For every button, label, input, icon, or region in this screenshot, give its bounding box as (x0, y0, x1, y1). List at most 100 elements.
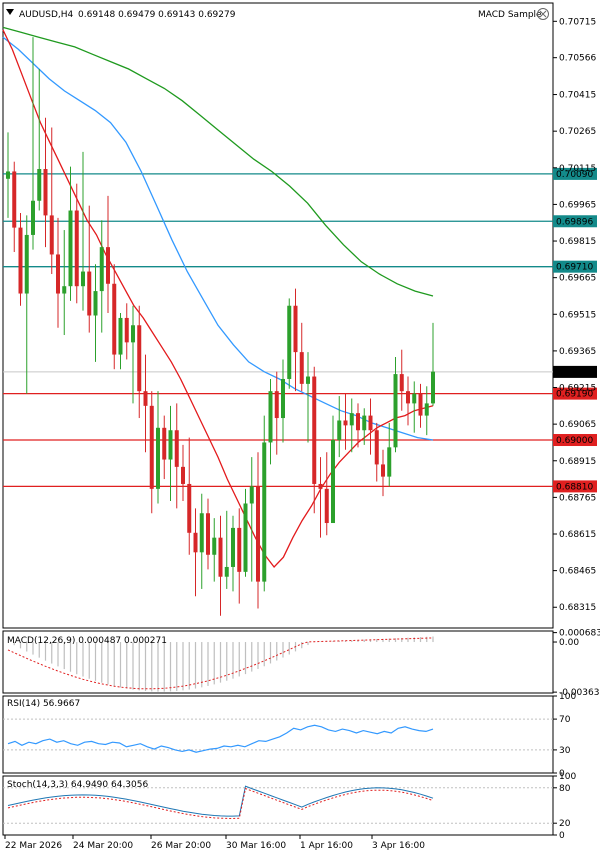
macd-tick-label: -0.003637 (559, 688, 600, 698)
candle-body (393, 374, 398, 448)
candle-body (156, 427, 160, 489)
candle-body (143, 391, 148, 406)
macd-tick-label: 0.00 (559, 638, 579, 648)
candle-body (93, 291, 98, 316)
price-tick-label: 0.68465 (559, 567, 596, 577)
candle-body (224, 566, 229, 577)
horizontal-levels[interactable]: 0.70090 0.69896 0.69710 0.69190 0.69000 0.688… (3, 167, 597, 493)
candle-body (337, 420, 342, 441)
rsi-tick-label: 0 (559, 769, 565, 779)
stoch-label: Stoch(14,3,3) 64.9490 64.3056 (7, 780, 148, 790)
rsi-tick-label: 70 (559, 715, 571, 725)
candle-body (237, 527, 242, 572)
price-tick-label: 0.68615 (559, 530, 596, 540)
price-tick-label: 0.69815 (559, 237, 596, 247)
close-icon[interactable] (537, 8, 549, 20)
rsi-frame (2, 695, 554, 774)
macd-tick-label: 0.000683 (559, 629, 600, 639)
rsi-line (7, 724, 434, 753)
candle-body (187, 483, 192, 533)
price-tick-label: 0.69965 (559, 200, 596, 210)
candle-body (324, 488, 329, 524)
time-tick-label: 24 Mar 20:00 (73, 841, 133, 851)
macd-label: MACD(12,26,9) 0.000487 0.000271 (7, 636, 167, 646)
time-tick-label: 3 Apr 16:00 (372, 841, 425, 851)
candle-body (118, 317, 123, 355)
candle-body (112, 283, 117, 355)
candle-body (399, 374, 404, 392)
candle-body (256, 486, 260, 582)
level-price-tag (553, 167, 597, 180)
indicator-label: MACD Sample (478, 10, 542, 20)
price-axes: 0.70715 0.70566 0.70415 0.70265 0.70115 0.699… (553, 17, 596, 613)
price-tick-label: 0.70715 (559, 17, 596, 27)
price-tick-label: 0.69665 (559, 274, 596, 284)
price-tick-label: 0.69215 (559, 384, 596, 394)
candle-body (31, 200, 35, 235)
price-tick-label: 0.70115 (559, 164, 596, 174)
candle-body (74, 210, 79, 287)
current-price-label: 0.69279 (556, 368, 593, 378)
candle-body (149, 405, 154, 489)
symbol-label: AUDUSD,H4 (19, 10, 74, 20)
candle-body (349, 413, 354, 426)
time-tick-label: 1 Apr 16:00 (300, 841, 353, 851)
candle-body (168, 430, 173, 460)
candle-body (87, 271, 92, 316)
candle-body (318, 483, 323, 489)
candle-body (99, 247, 104, 292)
candle-body (343, 420, 348, 426)
price-tick-label: 0.69065 (559, 420, 596, 430)
stoch-tick-label: 100 (559, 772, 576, 782)
level-price-label: 0.68810 (556, 482, 593, 492)
candle-body (231, 527, 235, 567)
macd-frame (2, 630, 554, 694)
candle-body (199, 513, 204, 553)
candle-body (424, 403, 429, 416)
level-price-label: 0.69190 (556, 390, 593, 400)
candle-body (174, 430, 179, 467)
stoch-tick-label: 80 (559, 784, 571, 794)
candle-body (193, 532, 198, 553)
candle-body (181, 466, 185, 484)
rsi-tick-label: 100 (559, 692, 576, 702)
rsi-label: RSI(14) 56.9667 (7, 699, 80, 709)
level-price-tag (553, 434, 597, 447)
price-tick-label: 0.69515 (559, 310, 596, 320)
candle-body (281, 378, 285, 419)
candle-body (362, 415, 367, 431)
stoch-tick-label: 0 (559, 831, 565, 841)
ma-slow-line (2, 26, 434, 297)
time-axis: 22 Mar 2026 24 Mar 20:00 26 Mar 20:00 30 Ma… (4, 835, 425, 851)
ma-mid-line (2, 36, 434, 441)
candle-body (24, 234, 29, 294)
stoch-panel: 100 80 20 0 (3, 772, 576, 841)
price-tick-label: 0.68915 (559, 457, 596, 467)
candle-body (274, 391, 279, 419)
level-price-tag (553, 260, 597, 273)
price-tick-label: 0.69365 (559, 347, 596, 357)
level-price-label: 0.70090 (556, 170, 593, 180)
candle-body (381, 464, 385, 477)
panel-frames (2, 2, 554, 836)
time-tick-label: 30 Mar 16:00 (226, 841, 286, 851)
candle-body (18, 227, 23, 294)
macd-signal-line (7, 637, 434, 690)
candle-body (418, 393, 423, 416)
candle-body (368, 415, 373, 431)
price-tick-label: 0.68765 (559, 493, 596, 503)
level-price-tag (553, 387, 597, 400)
price-tick-label: 0.70265 (559, 127, 596, 137)
candle-body (406, 391, 410, 404)
stoch-k-line (7, 785, 434, 817)
dropdown-arrow-icon[interactable] (6, 9, 14, 15)
candle-body (312, 376, 317, 484)
candle-body (431, 371, 435, 404)
candle-body (412, 393, 417, 404)
candle-body (49, 215, 54, 255)
candle-body (56, 254, 60, 294)
candle-body (81, 271, 85, 287)
stoch-d-line (7, 787, 434, 820)
candle-body (268, 391, 273, 443)
